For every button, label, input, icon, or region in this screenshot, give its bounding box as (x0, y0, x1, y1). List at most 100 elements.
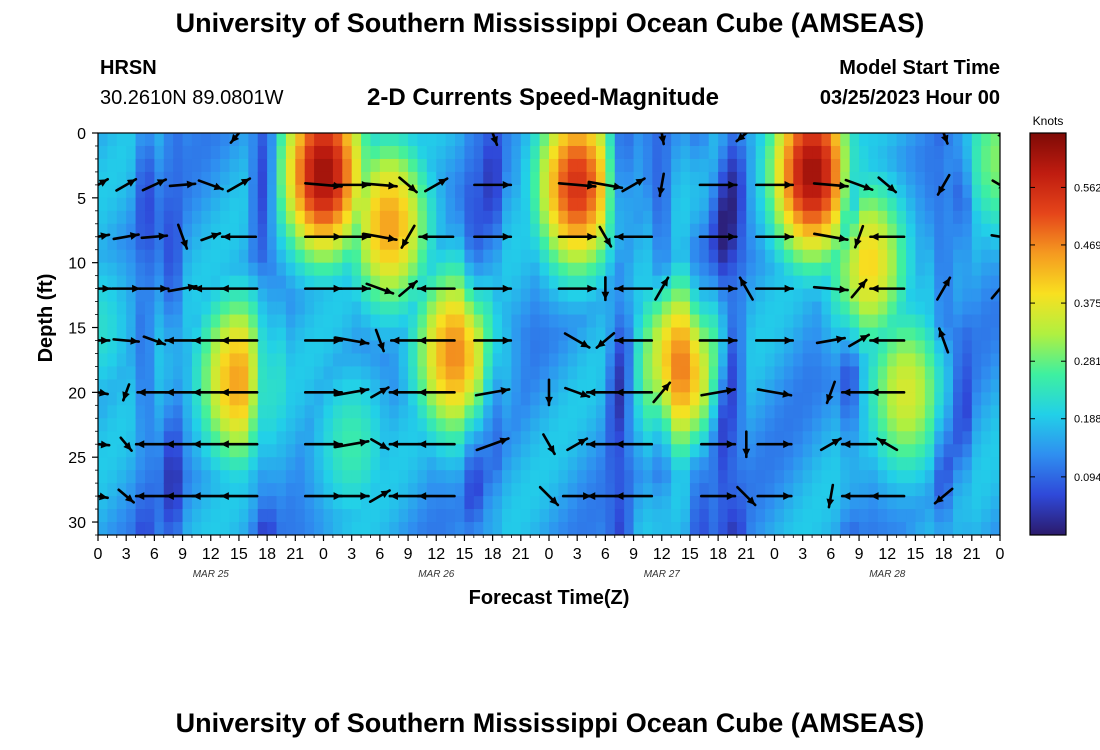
heat-cell (727, 444, 738, 458)
heat-cell (210, 133, 221, 147)
heat-cell (699, 483, 710, 497)
heat-cell (953, 509, 964, 523)
heat-cell (285, 509, 296, 523)
heat-cell (614, 249, 625, 264)
heat-cell (370, 405, 381, 419)
heat-cell (116, 184, 127, 199)
heat-cell (304, 288, 315, 303)
heat-cell (859, 197, 870, 212)
heat-cell (323, 275, 334, 290)
heat-cell (689, 262, 700, 277)
heat-cell (586, 353, 597, 368)
vector-arrowhead (220, 440, 229, 449)
heat-cell (417, 509, 428, 523)
heat-cell (426, 470, 437, 484)
heat-cell (765, 496, 776, 510)
current-vector (219, 492, 259, 501)
heat-cell (379, 509, 390, 523)
heat-cell (398, 379, 409, 393)
heat-cell (455, 275, 466, 290)
heat-cell (182, 522, 193, 535)
current-vector (614, 492, 654, 501)
heat-cell (981, 431, 992, 445)
heat-cell (671, 392, 682, 406)
heat-cell (755, 184, 766, 199)
heat-cell (361, 353, 372, 368)
vector-arrowhead (165, 336, 174, 345)
heat-cell (849, 340, 860, 355)
heat-cell (567, 184, 578, 199)
heat-cell (210, 470, 221, 484)
heat-cell (342, 249, 353, 264)
heat-cell (971, 184, 982, 199)
current-vector (700, 386, 736, 397)
x-tick-label: 21 (286, 546, 304, 563)
heat-cell (314, 392, 325, 406)
heat-cell (426, 158, 437, 173)
heat-cell (642, 483, 653, 497)
heat-cell (821, 353, 832, 368)
heat-cell (229, 431, 240, 445)
vector-arrowhead (230, 133, 240, 143)
heat-cell (595, 197, 606, 212)
heat-cell (962, 353, 973, 368)
heat-cell (605, 301, 616, 316)
heat-cell (887, 275, 898, 290)
heat-cell (135, 184, 146, 199)
heat-cell (144, 314, 155, 329)
heat-cell (990, 340, 1000, 355)
heat-cell (699, 457, 710, 471)
heat-cell (455, 522, 466, 535)
heat-cell (793, 366, 804, 380)
heat-cell (943, 379, 954, 393)
heat-cell (220, 145, 231, 160)
heat-cell (849, 457, 860, 471)
heat-cell (135, 366, 146, 380)
heat-cell (520, 236, 531, 251)
heat-cell (445, 197, 456, 212)
heat-cell (614, 314, 625, 329)
heat-cell (896, 262, 907, 277)
vector-arrowhead (784, 284, 793, 293)
heat-cell (689, 405, 700, 419)
heat-cell (755, 210, 766, 225)
heat-cell (924, 158, 935, 173)
heat-cell (765, 470, 776, 484)
heat-cell (953, 392, 964, 406)
heat-cell (934, 314, 945, 329)
heat-cell (426, 275, 437, 290)
heat-cell (107, 249, 118, 264)
heat-cell (830, 223, 841, 238)
heat-cell (868, 470, 879, 484)
heat-cell (567, 470, 578, 484)
vector-arrowhead (418, 388, 427, 397)
heat-cell (520, 496, 531, 510)
heat-cell (295, 405, 306, 419)
x-tick-label: 21 (512, 546, 530, 563)
heat-cell (98, 444, 108, 458)
heat-cell (314, 236, 325, 251)
heat-cell (163, 171, 174, 186)
heat-cell (924, 509, 935, 523)
heat-cell (849, 509, 860, 523)
heat-cell (558, 340, 569, 355)
heat-cell (314, 353, 325, 368)
heat-cell (633, 288, 644, 303)
heat-cell (671, 236, 682, 251)
heat-cell (783, 210, 794, 225)
heat-cell (877, 327, 888, 342)
heat-cell (699, 236, 710, 251)
heat-cell (276, 340, 287, 355)
vector-arrowhead (728, 284, 737, 293)
heat-cell (727, 353, 738, 368)
heat-cell (295, 301, 306, 316)
heat-cell (530, 236, 541, 251)
heat-cell (605, 197, 616, 212)
heat-cell (220, 379, 231, 393)
heat-cell (671, 158, 682, 173)
heat-cell (943, 483, 954, 497)
heat-cell (877, 236, 888, 251)
heat-cell (718, 288, 729, 303)
heat-cell (98, 301, 108, 316)
heat-cell (314, 301, 325, 316)
